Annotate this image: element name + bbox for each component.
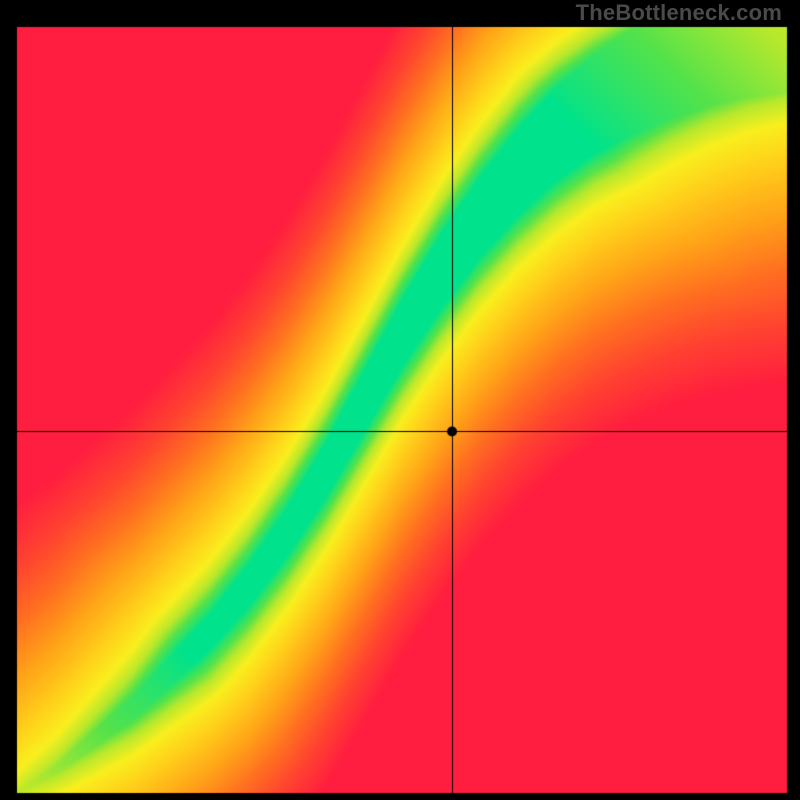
bottleneck-heatmap xyxy=(0,0,800,800)
chart-container: TheBottleneck.com xyxy=(0,0,800,800)
attribution-label: TheBottleneck.com xyxy=(576,0,782,26)
